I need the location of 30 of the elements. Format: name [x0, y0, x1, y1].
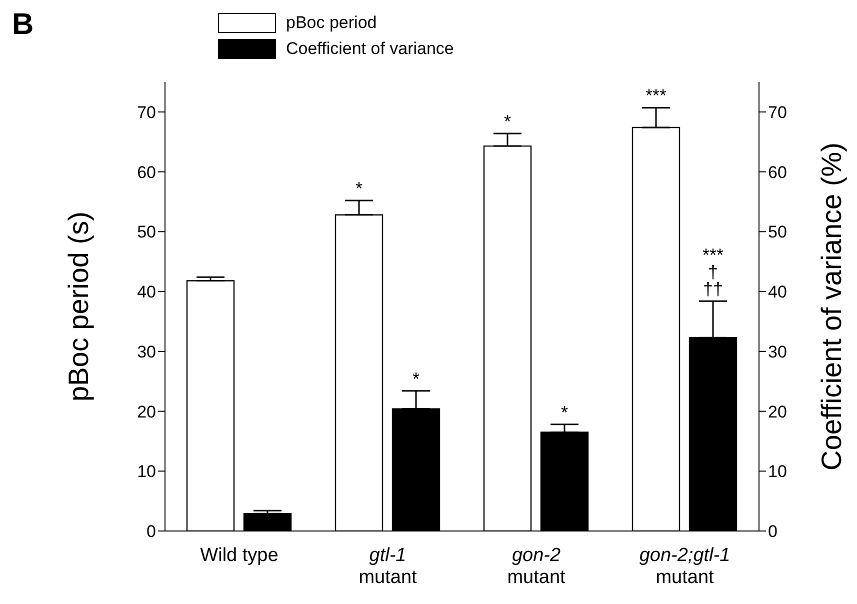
x-tick-label: gon-2;gtl-1 mutant [639, 545, 730, 588]
y-tick-label: 10 [137, 462, 156, 482]
y2-tick-label: 30 [768, 342, 787, 362]
y2-tick-label: 0 [768, 522, 778, 542]
legend-label: Coefficient of variance [286, 39, 454, 59]
x-tick-label: gon-2 mutant [507, 545, 566, 588]
y-tick-label: 40 [137, 282, 156, 302]
y-tick-label: 60 [137, 162, 156, 182]
annotation: * [412, 368, 420, 389]
x-tick-label: Wild type [200, 545, 278, 566]
y2-tick-label: 40 [768, 282, 787, 302]
y2-tick-label: 70 [768, 102, 787, 122]
y2-tick-label: 60 [768, 162, 787, 182]
annotation: * [355, 178, 363, 199]
y-tick-label: 70 [137, 102, 156, 122]
annotation: *** [645, 86, 667, 106]
x-tick-label: gtl-1 mutant [358, 545, 418, 588]
y-axis-title: pBoc period (s) [62, 212, 94, 402]
y-tick-label: 20 [137, 402, 156, 422]
text: B [12, 8, 34, 42]
y2-tick-label: 50 [768, 222, 787, 242]
y2-tick-label: 10 [768, 462, 787, 482]
y-tick-label: 0 [146, 522, 156, 542]
y2-tick-label: 20 [768, 402, 787, 422]
legend-label: pBoc period [286, 13, 377, 33]
annotation: * [560, 402, 568, 422]
y-tick-label: 50 [137, 222, 156, 242]
y-tick-label: 30 [137, 342, 156, 362]
y2-axis-title: Coefficient of variance (%) [816, 142, 847, 470]
annotation: * [504, 111, 512, 132]
